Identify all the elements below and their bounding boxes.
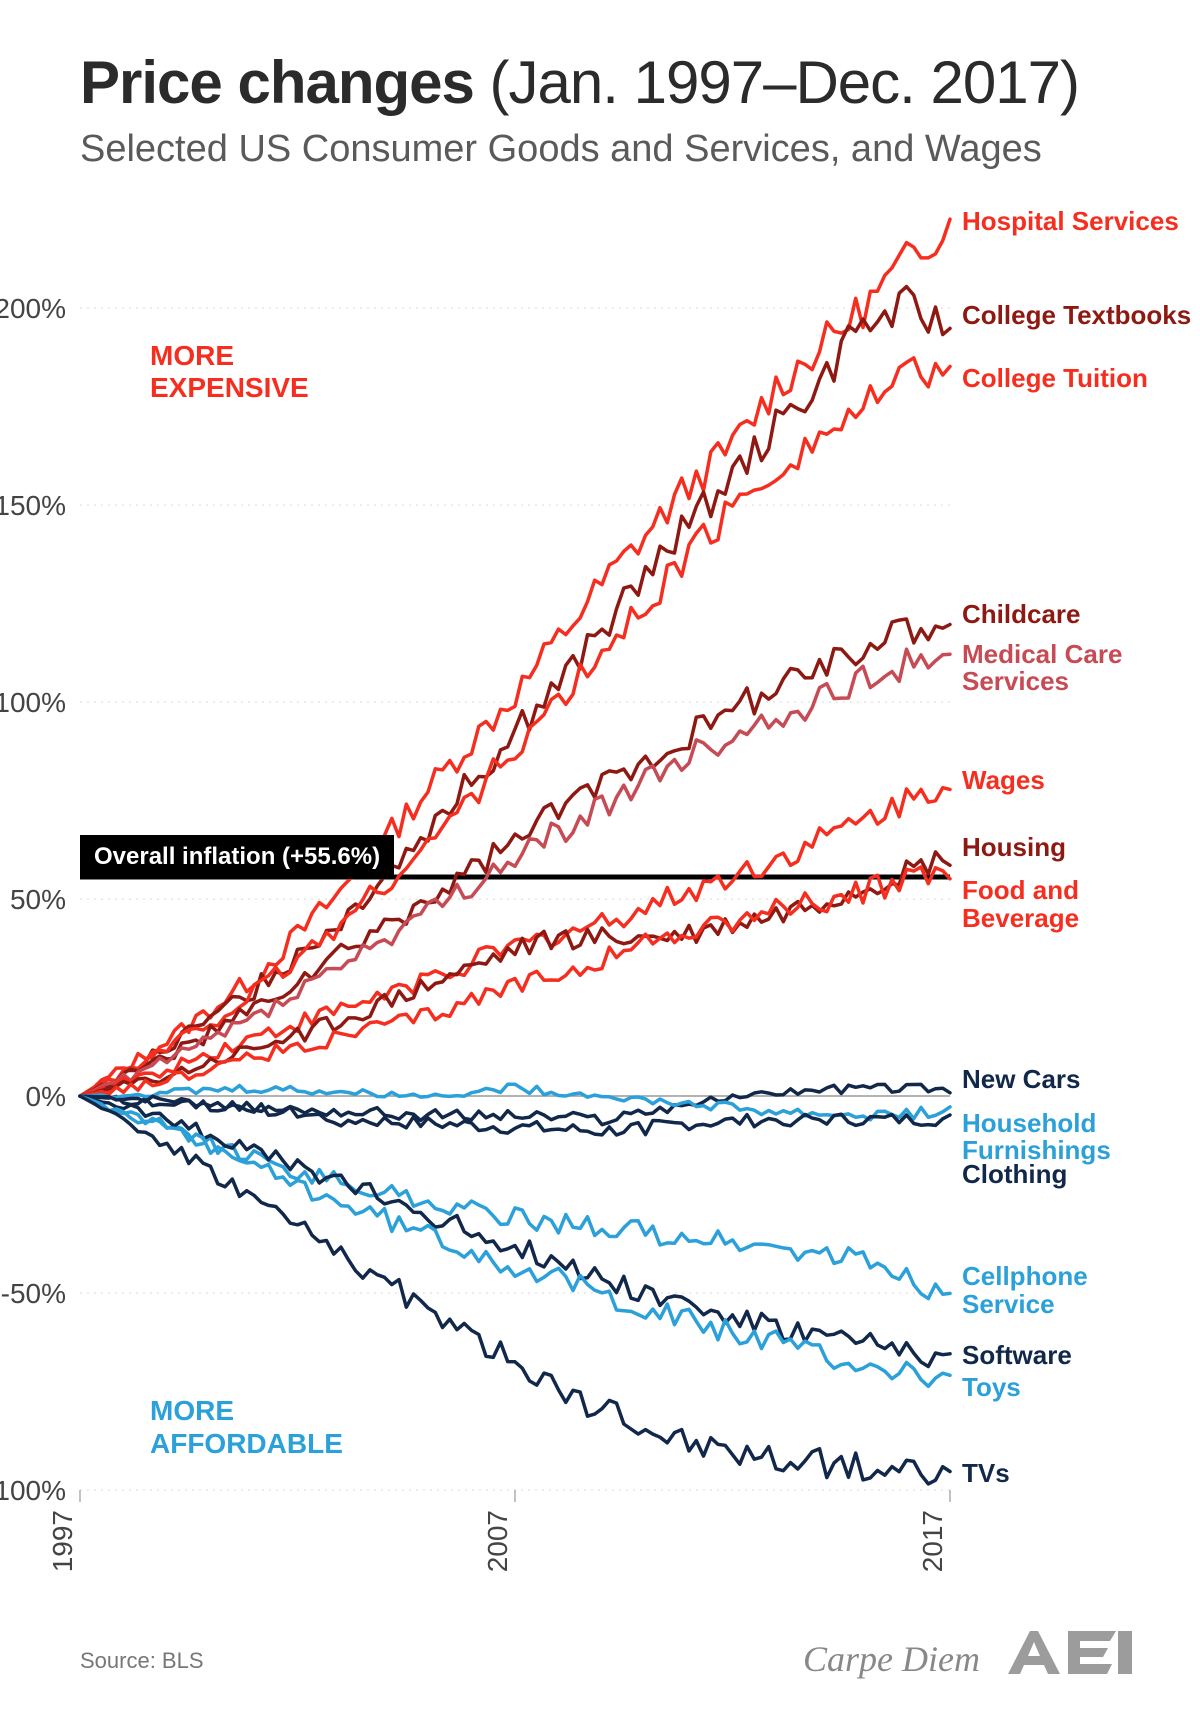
series-label: Medical CareServices	[962, 641, 1122, 696]
series-line	[80, 852, 950, 1096]
y-tick-label: -100%	[0, 1475, 66, 1506]
series-label: Housing	[962, 834, 1066, 861]
series-label: HouseholdFurnishings	[962, 1110, 1111, 1165]
y-tick-label: 150%	[0, 490, 66, 521]
series-label: Toys	[962, 1374, 1021, 1401]
inflation-label-box: Overall inflation (+55.6%)	[80, 835, 394, 879]
title-bold: Price changes	[80, 49, 474, 116]
y-tick-label: -50%	[1, 1278, 66, 1309]
series-label: Clothing	[962, 1161, 1067, 1188]
x-tick-label: 2017	[917, 1510, 948, 1572]
series-line	[80, 867, 950, 1096]
y-tick-label: 0%	[26, 1081, 66, 1112]
chart-title: Price changes (Jan. 1997–Dec. 2017)	[80, 48, 1079, 117]
y-tick-label: 50%	[10, 884, 66, 915]
aei-logo-icon	[1000, 1629, 1140, 1686]
series-label: TVs	[962, 1460, 1010, 1487]
series-label: CellphoneService	[962, 1263, 1088, 1318]
carpe-diem-text: Carpe Diem	[803, 1638, 980, 1680]
series-label: Wages	[962, 767, 1045, 794]
title-rest: (Jan. 1997–Dec. 2017)	[474, 49, 1079, 116]
zone-expensive-label: MOREEXPENSIVE	[150, 340, 309, 404]
series-label: Food andBeverage	[962, 877, 1079, 932]
series-line	[80, 1084, 950, 1120]
series-label: Hospital Services	[962, 208, 1179, 235]
x-tick-label: 2007	[482, 1510, 513, 1572]
series-label: College Tuition	[962, 365, 1148, 392]
series-line	[80, 1096, 950, 1366]
series-label: College Textbooks	[962, 302, 1191, 329]
chart-subtitle: Selected US Consumer Goods and Services,…	[80, 128, 1042, 171]
series-label: Childcare	[962, 601, 1081, 628]
y-tick-label: 100%	[0, 687, 66, 718]
zone-affordable-label: MOREAFFORDABLE	[150, 1395, 343, 1459]
series-label: Software	[962, 1342, 1072, 1369]
series-label: New Cars	[962, 1066, 1081, 1093]
x-tick-label: 1997	[47, 1510, 78, 1572]
y-tick-label: 200%	[0, 293, 66, 324]
source-text: Source: BLS	[80, 1648, 204, 1674]
